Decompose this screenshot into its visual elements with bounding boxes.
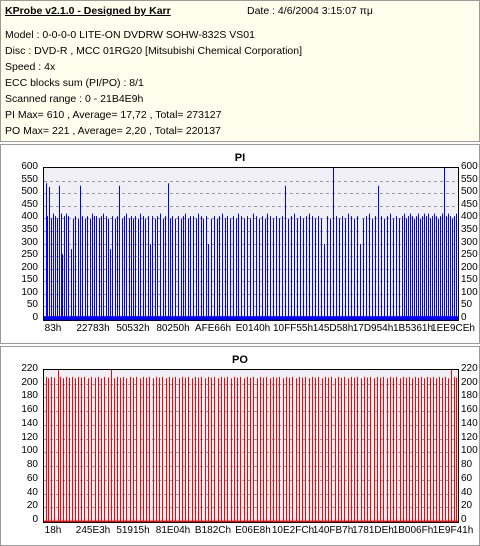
po-x-tick-label: 10E2FCh [271, 525, 315, 536]
pi-y-tick-label: 150 [461, 274, 478, 285]
pi-y-tick-label: 200 [21, 262, 38, 273]
pi-y-tick-label: 550 [461, 174, 478, 185]
pi-x-tick-label: 17D954h [352, 323, 394, 334]
po-y-tick-label: 40 [26, 487, 38, 498]
po-y-tick-label: 100 [21, 445, 38, 456]
po-y-tick-label: 40 [461, 487, 473, 498]
pi-y-tick-label: 50 [461, 299, 473, 310]
po-y-tick-label: 180 [21, 390, 38, 401]
po-y-tick-label: 220 [21, 363, 38, 374]
ecc-line: ECC blocks sum (PI/PO) : 8/1 [5, 77, 144, 89]
po-x-tick-label: 18h [44, 525, 62, 536]
pi-plot-area [43, 167, 459, 321]
po-x-tick-label: E06E8h [235, 525, 271, 536]
po-y-tick-label: 0 [461, 514, 467, 525]
po-stats-line: PO Max= 221 , Average= 2,20 , Total= 220… [5, 125, 221, 137]
pi-y-tick-label: 450 [21, 199, 38, 210]
pi-y-tick-label: 200 [461, 262, 478, 273]
pi-y-tick-label: 100 [21, 287, 38, 298]
app-title: KProbe v2.1.0 - Designed by Karr [5, 5, 171, 17]
pi-stats-line: PI Max= 610 , Average= 17,72 , Total= 27… [5, 109, 222, 121]
pi-y-tick-label: 500 [461, 186, 478, 197]
po-y-tick-label: 200 [21, 377, 38, 388]
pi-y-tick-label: 600 [21, 161, 38, 172]
pi-x-tick-label: AFE66h [194, 323, 232, 334]
pi-y-tick-label: 400 [461, 211, 478, 222]
pi-y-tick-label: 350 [21, 224, 38, 235]
po-y-tick-label: 140 [461, 418, 478, 429]
pi-y-tick-label: 250 [21, 249, 38, 260]
po-x-tick-label: 51915h [116, 525, 150, 536]
pi-y-tick-label: 250 [461, 249, 478, 260]
model-line: Model : 0-0-0-0 LITE-ON DVDRW SOHW-832S … [5, 29, 255, 41]
po-y-tick-label: 160 [21, 404, 38, 415]
pi-x-tick-label: 1B5361h [392, 323, 434, 334]
po-y-tick-label: 160 [461, 404, 478, 415]
pi-x-tick-label: 145D58h [312, 323, 354, 334]
pi-y-tick-label: 0 [461, 312, 467, 323]
po-y-tick-label: 60 [26, 473, 38, 484]
pi-y-tick-label: 500 [21, 186, 38, 197]
pi-x-tick-label: 80250h [156, 323, 190, 334]
po-x-tick-label: B182Ch [194, 525, 232, 536]
po-y-tick-label: 140 [21, 418, 38, 429]
pi-y-tick-label: 400 [21, 211, 38, 222]
pi-chart-panel: PI 600 600 550 550 500 500 450 450 400 400 350 350 3… [0, 144, 480, 344]
po-chart-svg [44, 370, 458, 522]
pi-y-tick-label: 300 [461, 237, 478, 248]
pi-y-tick-label: 600 [461, 161, 478, 172]
pi-y-tick-label: 50 [26, 299, 38, 310]
pi-y-tick-label: 0 [32, 312, 38, 323]
po-chart-title: PO [232, 354, 248, 366]
pi-x-tick-label: E0140h [235, 323, 271, 334]
po-y-tick-label: 220 [461, 363, 478, 374]
po-y-tick-label: 200 [461, 377, 478, 388]
pi-y-tick-label: 450 [461, 199, 478, 210]
po-x-tick-label: 245E3h [75, 525, 111, 536]
pi-y-tick-label: 150 [21, 274, 38, 285]
po-plot-area [43, 369, 459, 523]
po-x-tick-label: 1E9F41h [432, 525, 474, 536]
po-y-tick-label: 120 [461, 432, 478, 443]
po-y-tick-label: 180 [461, 390, 478, 401]
pi-y-tick-label: 100 [461, 287, 478, 298]
po-x-tick-label: 1B006Fh [392, 525, 434, 536]
po-x-tick-label: 81E04h [155, 525, 191, 536]
po-y-tick-label: 0 [32, 514, 38, 525]
pi-chart-title: PI [234, 152, 246, 164]
pi-y-tick-label: 550 [21, 174, 38, 185]
po-x-tick-label: 140FB7h [312, 525, 354, 536]
scan-date: Date : 4/6/2004 3:15:07 πμ [247, 5, 373, 17]
pi-y-tick-label: 300 [21, 237, 38, 248]
po-y-tick-label: 80 [26, 459, 38, 470]
pi-x-tick-label: 10FF55h [272, 323, 314, 334]
speed-line: Speed : 4x [5, 61, 56, 73]
pi-chart-svg [44, 168, 458, 320]
scanned-range-line: Scanned range : 0 - 21B4E9h [5, 93, 144, 105]
po-y-tick-label: 20 [26, 500, 38, 511]
info-panel: KProbe v2.1.0 - Designed by Karr Date : … [0, 0, 480, 142]
pi-x-tick-label: 1EE9CEh [431, 323, 475, 334]
pi-x-tick-label: 83h [44, 323, 62, 334]
pi-y-tick-label: 350 [461, 224, 478, 235]
disc-line: Disc : DVD-R , MCC 01RG20 [Mitsubishi Ch… [5, 45, 302, 57]
po-chart-panel: PO 220 220 200 200 180 180 160 160 140 140 120 120 1… [0, 346, 480, 546]
po-y-tick-label: 80 [461, 459, 473, 470]
po-x-tick-label: 1781DEh [352, 525, 394, 536]
po-y-tick-label: 100 [461, 445, 478, 456]
pi-x-tick-label: 22783h [76, 323, 110, 334]
po-y-tick-label: 120 [21, 432, 38, 443]
pi-x-tick-label: 50532h [116, 323, 150, 334]
po-y-tick-label: 20 [461, 500, 473, 511]
po-y-tick-label: 60 [461, 473, 473, 484]
